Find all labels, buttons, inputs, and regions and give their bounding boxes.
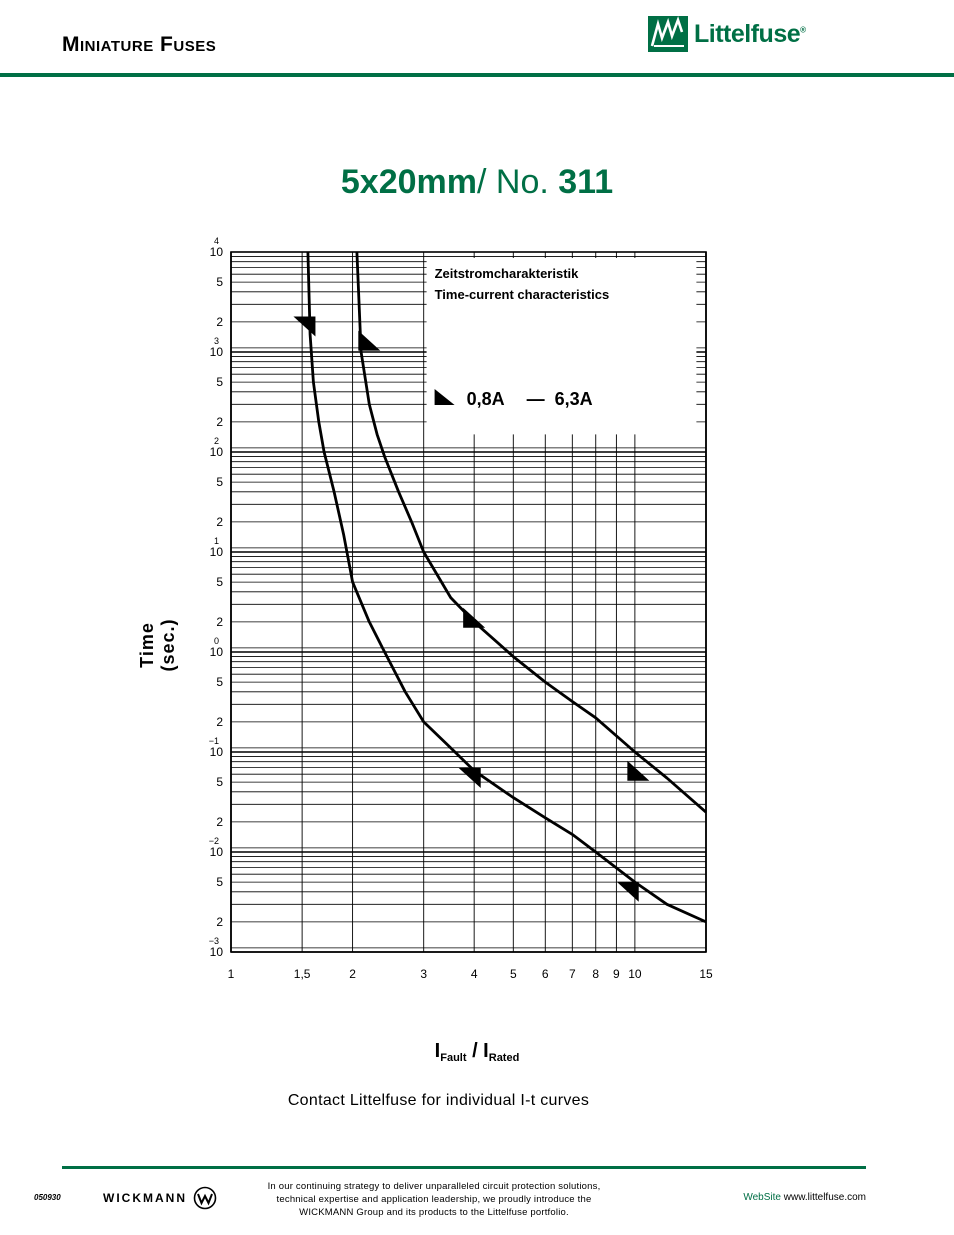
curve-marker-icon: [293, 316, 316, 337]
y-tick-label: 2: [216, 515, 223, 529]
curve-marker-icon: [458, 767, 481, 788]
wickmann-name: WICKMANN: [103, 1191, 187, 1205]
legend-marker-icon: [434, 389, 455, 405]
y-tick-label: 2: [216, 315, 223, 329]
title-number: 311: [558, 163, 614, 201]
curve-marker-icon: [358, 330, 381, 351]
legend-range-to: 6,3A: [555, 389, 593, 409]
y-tick-label: 2: [216, 815, 223, 829]
footer-rule: [62, 1166, 866, 1169]
x-tick-label: 10: [628, 967, 642, 981]
x-tick-label: 15: [699, 967, 713, 981]
y-tick-exponent: −2: [209, 836, 219, 846]
littelfuse-logo: Littelfuse®: [648, 14, 806, 54]
x-tick-label: 6: [542, 967, 549, 981]
y-tick-exponent: 0: [214, 636, 219, 646]
y-tick-exponent: 2: [214, 436, 219, 446]
brand-name-text: Littelfuse: [694, 19, 801, 48]
y-tick-label: 2: [216, 715, 223, 729]
x-tick-label: 1,5: [294, 967, 311, 981]
x-tick-label: 5: [510, 967, 517, 981]
y-tick-label: 10: [210, 445, 224, 459]
x-tick-label: 4: [471, 967, 478, 981]
y-tick-label: 2: [216, 415, 223, 429]
y-tick-label: 10: [210, 845, 224, 859]
footer-line-3: WICKMANN Group and its products to the L…: [299, 1207, 569, 1218]
footer-statement: In our continuing strategy to deliver un…: [250, 1180, 618, 1219]
legend-title: Zeitstromcharakteristik: [435, 266, 580, 281]
y-tick-label: 5: [216, 375, 223, 389]
wickmann-emblem-icon: [193, 1186, 217, 1210]
footer-line-1: In our continuing strategy to deliver un…: [267, 1181, 601, 1192]
y-axis-label: Time (sec.): [137, 618, 178, 672]
series-curve-1: [306, 251, 707, 924]
x-axis-label-separator: / I: [466, 1040, 489, 1062]
document-code: 050930: [34, 1193, 61, 1202]
time-current-chart: 1 1,5 2 3 4 5 6 7 8 9 10 1510410310210110010−110−21…: [209, 236, 713, 981]
legend-subtitle: Time-current characteristics: [435, 287, 610, 302]
y-tick-label: 10: [210, 345, 224, 359]
y-tick-label: 5: [216, 675, 223, 689]
legend-range-dash: —: [527, 389, 545, 409]
curve-marker-icon: [463, 607, 486, 628]
brand-name: Littelfuse®: [694, 20, 806, 49]
y-tick-label: 10: [210, 945, 224, 959]
y-tick-exponent: −1: [209, 736, 219, 746]
header-rule: [0, 73, 954, 77]
x-axis-label-fault: Fault: [440, 1052, 467, 1064]
legend-range-from: 0,8A: [467, 389, 505, 409]
y-tick-label: 5: [216, 875, 223, 889]
y-tick-label: 10: [210, 745, 224, 759]
y-tick-label: 5: [216, 575, 223, 589]
contact-note: Contact Littelfuse for individual I-t cu…: [287, 1092, 590, 1109]
section-title: Miniature Fuses: [62, 33, 217, 56]
x-axis-label-rated: Rated: [488, 1052, 520, 1064]
website-label: WebSite: [743, 1192, 781, 1203]
y-tick-label: 5: [216, 475, 223, 489]
x-tick-label: 8: [592, 967, 599, 981]
y-tick-exponent: 1: [214, 536, 219, 546]
legend-panel: [426, 258, 697, 435]
title-size: 5x20mm: [340, 163, 477, 201]
title-number-prefix: / No.: [477, 163, 559, 201]
y-tick-label: 10: [210, 645, 224, 659]
y-tick-label: 5: [216, 775, 223, 789]
y-tick-exponent: 3: [214, 336, 219, 346]
y-tick-label: 10: [210, 245, 224, 259]
brand-registered-mark: ®: [800, 25, 806, 35]
series-curve-2: [355, 251, 707, 814]
x-tick-label: 7: [569, 967, 576, 981]
curve-marker-icon: [616, 881, 639, 902]
x-tick-label: 3: [420, 967, 427, 981]
x-tick-label: 2: [349, 967, 356, 981]
website[interactable]: WebSite www.littelfuse.com: [743, 1192, 866, 1203]
x-axis-label-i: I: [434, 1040, 441, 1062]
y-tick-label: 2: [216, 615, 223, 629]
website-url[interactable]: www.littelfuse.com: [783, 1192, 866, 1203]
plot-frame: [230, 251, 707, 953]
y-tick-exponent: −3: [209, 936, 219, 946]
littelfuse-mark-icon: [648, 16, 688, 52]
y-tick-exponent: 4: [214, 236, 219, 246]
x-tick-label: 1: [228, 967, 235, 981]
y-tick-label: 5: [216, 275, 223, 289]
y-tick-label: 10: [210, 545, 224, 559]
curve-marker-icon: [627, 760, 650, 781]
x-axis-label: IFault / IRated: [0, 1040, 954, 1064]
x-tick-label: 9: [613, 967, 620, 981]
page-title: 5x20mm/ No. 311: [0, 163, 954, 202]
footer-line-2: technical expertise and application lead…: [276, 1194, 592, 1205]
wickmann-logo: WICKMANN: [103, 1186, 217, 1210]
y-tick-label: 2: [216, 915, 223, 929]
